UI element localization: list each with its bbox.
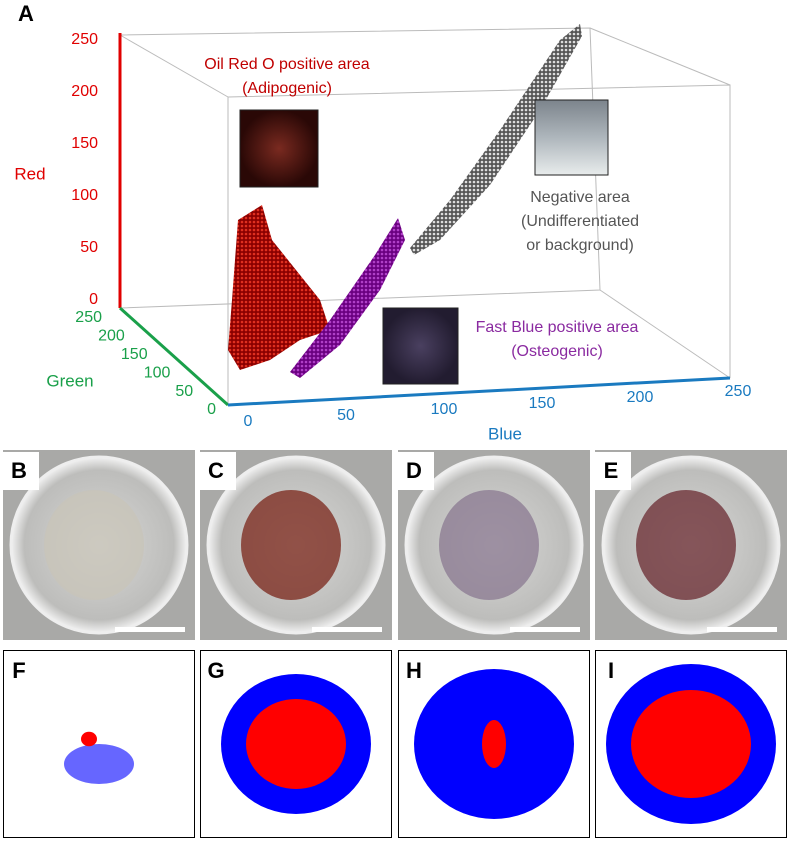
panel-label: D [406, 458, 422, 483]
tick-label: 100 [71, 187, 98, 204]
blue-region [64, 744, 134, 784]
cells [636, 490, 736, 600]
annotation: (Undifferentiated [521, 213, 639, 230]
photo-panel: B [3, 450, 195, 640]
annotation: (Osteogenic) [511, 343, 603, 360]
tick-label: 50 [337, 407, 355, 424]
panel-a: A Red Green Blue Oil Red O positive area… [14, 1, 751, 444]
label-box [595, 452, 631, 490]
red-region [81, 731, 97, 747]
tick-label: 250 [71, 31, 98, 48]
red-region [631, 690, 751, 798]
tick-label: 150 [529, 395, 556, 412]
panel-label: I [608, 658, 614, 683]
tick-label: 0 [244, 413, 253, 430]
blue-axis [227, 376, 731, 407]
panel-label: C [208, 458, 224, 483]
negative-cloud [410, 24, 582, 255]
tick-label: 250 [75, 309, 102, 326]
map-panel: H [398, 650, 590, 838]
panel-label: H [406, 658, 422, 683]
tick-label: 150 [121, 346, 148, 363]
tick-label: 0 [89, 291, 98, 308]
label-box [400, 652, 432, 686]
red-region [482, 720, 506, 768]
annotation: or background) [526, 237, 634, 254]
inset-osteogenic [382, 307, 459, 385]
cells [44, 490, 144, 600]
adipogenic-cloud [228, 205, 330, 370]
label-box [200, 452, 236, 490]
label-box [5, 652, 37, 686]
tick-label: 50 [80, 239, 98, 256]
cells [439, 490, 539, 600]
tick-label: 100 [144, 364, 171, 381]
tick-label: 0 [207, 401, 216, 418]
scale-bar [312, 627, 382, 632]
annotation: Oil Red O positive area [204, 56, 370, 73]
panel-label: B [11, 458, 27, 483]
annotation: Negative area [530, 189, 630, 206]
inset-adipogenic [239, 109, 319, 188]
tick-label: 200 [627, 389, 654, 406]
photo-panel: E [595, 450, 787, 640]
tick-label: 100 [431, 401, 458, 418]
panel-label: G [207, 658, 224, 683]
annotation: Fast Blue positive area [476, 319, 639, 336]
axis-title: Green [46, 371, 93, 390]
red-region [246, 699, 346, 789]
label-box [597, 652, 629, 686]
axis-title: Red [14, 164, 45, 183]
map-panel: G [200, 650, 392, 838]
label-box [202, 652, 234, 686]
tick-label: 50 [175, 383, 193, 400]
inset-negative [534, 99, 609, 176]
photo-panel: D [398, 450, 590, 640]
panel-label: E [604, 458, 619, 483]
map-panel: F [3, 650, 195, 838]
map-panel: I [595, 650, 787, 838]
scale-bar [510, 627, 580, 632]
panel-label: F [12, 658, 25, 683]
tick-label: 200 [71, 83, 98, 100]
tick-label: 150 [71, 135, 98, 152]
tick-label: 200 [98, 328, 125, 345]
scale-bar [115, 627, 185, 632]
osteogenic-cloud [290, 218, 405, 378]
label-box [3, 452, 39, 490]
green-axis [118, 306, 230, 407]
axis-title: Blue [488, 424, 522, 443]
panel-label: A [18, 1, 34, 26]
label-box [398, 452, 434, 490]
annotation: (Adipogenic) [242, 80, 332, 97]
cells [241, 490, 341, 600]
scale-bar [707, 627, 777, 632]
photo-panel: C [200, 450, 392, 640]
tick-label: 250 [725, 383, 752, 400]
